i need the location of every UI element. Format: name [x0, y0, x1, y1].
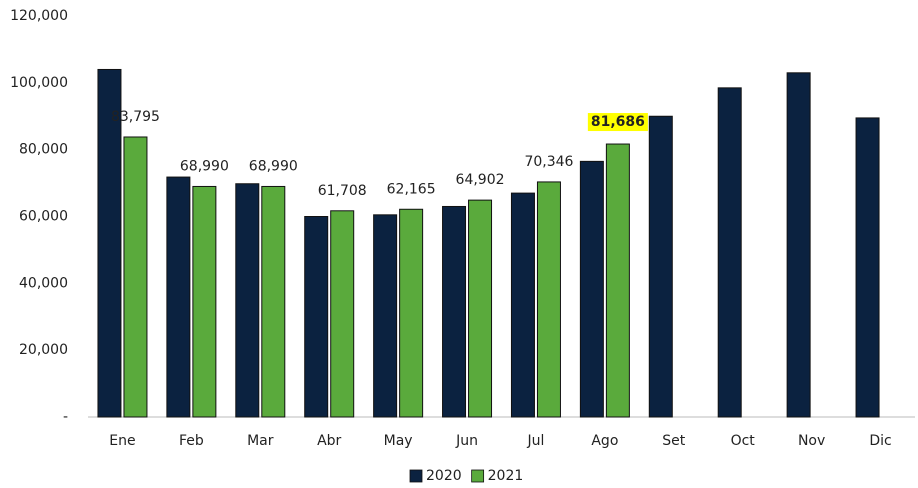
bar [648, 115, 673, 418]
label-highlight [587, 113, 648, 132]
x-tick-label: Feb [179, 433, 204, 449]
x-tick-label: Ago [591, 433, 618, 449]
x-tick-label: Mar [247, 433, 274, 449]
value-label: 64,902 [456, 172, 505, 188]
x-tick-label: Nov [798, 433, 825, 449]
bar [717, 87, 742, 418]
y-tick-label: 120,000 [10, 8, 68, 24]
bar [166, 176, 191, 418]
bar [97, 68, 122, 418]
legend-swatch [409, 469, 423, 483]
bar [536, 181, 561, 418]
y-tick-label: - [63, 409, 68, 425]
value-label: 70,346 [524, 154, 573, 170]
legend-label: 2021 [488, 468, 524, 484]
bar [399, 208, 424, 418]
value-label: 68,990 [249, 158, 298, 174]
value-label: 61,708 [318, 183, 367, 199]
bar [123, 136, 148, 418]
bar [605, 143, 630, 418]
value-label: 68,990 [180, 158, 229, 174]
y-tick-label: 100,000 [10, 75, 68, 91]
bar [373, 214, 398, 418]
x-tick-label: May [384, 433, 413, 449]
y-tick-label: 20,000 [19, 342, 68, 358]
bar [442, 205, 467, 418]
bar [468, 199, 493, 418]
value-label: 81,686 [591, 114, 645, 130]
bar [192, 185, 217, 418]
bar [261, 185, 286, 418]
x-tick-label: Abr [317, 433, 341, 449]
y-tick-label: 40,000 [19, 275, 68, 291]
x-tick-label: Dic [869, 433, 891, 449]
legend-swatch [471, 469, 485, 483]
x-tick-label: Jul [527, 433, 545, 449]
bar [786, 72, 811, 418]
y-tick-label: 60,000 [19, 209, 68, 225]
bar [330, 210, 355, 418]
x-tick-label: Jun [455, 433, 478, 449]
legend-label: 2020 [426, 468, 462, 484]
bar [235, 183, 260, 418]
bar [304, 216, 329, 418]
bar [579, 160, 604, 418]
x-tick-label: Ene [109, 433, 135, 449]
x-tick-label: Set [662, 433, 686, 449]
bar [855, 117, 880, 418]
value-label: 83,795 [111, 109, 160, 125]
value-label: 62,165 [387, 181, 436, 197]
bar [510, 192, 535, 418]
x-tick-label: Oct [731, 433, 756, 449]
y-tick-label: 80,000 [19, 142, 68, 158]
